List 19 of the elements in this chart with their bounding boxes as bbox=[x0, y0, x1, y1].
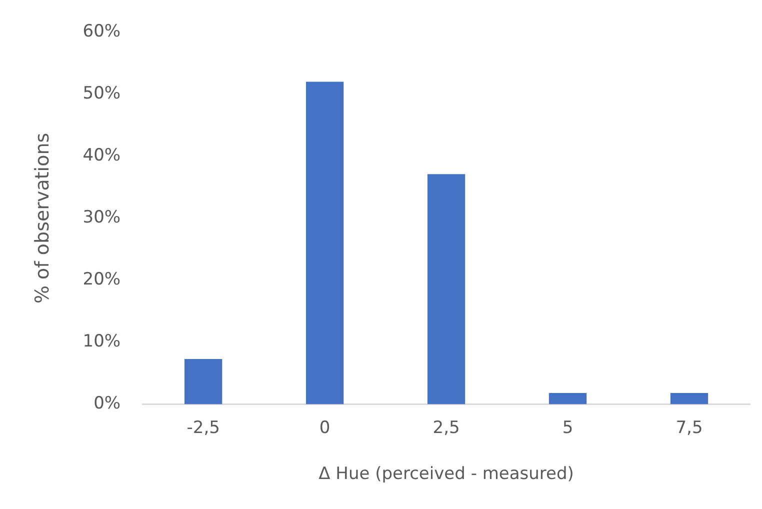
y-axis-title: % of observations bbox=[31, 132, 54, 304]
bar bbox=[306, 82, 344, 404]
y-tick-label: 0% bbox=[94, 394, 121, 414]
bar bbox=[427, 174, 466, 404]
bar bbox=[548, 393, 587, 404]
x-tick-label: 2,5 bbox=[432, 418, 460, 438]
y-tick-label: 40% bbox=[82, 146, 121, 166]
bar bbox=[670, 393, 708, 404]
x-tick-label: 7,5 bbox=[676, 418, 703, 438]
y-tick-label: 60% bbox=[82, 22, 121, 42]
y-tick-label: 30% bbox=[82, 208, 121, 228]
x-tick-label: 5 bbox=[562, 418, 574, 438]
y-tick-label: 20% bbox=[82, 270, 121, 290]
y-tick-label: 10% bbox=[82, 332, 121, 352]
y-tick-label: 50% bbox=[82, 84, 121, 104]
x-axis-title: Δ Hue (perceived - measured) bbox=[318, 464, 574, 484]
x-tick-label: -2,5 bbox=[186, 418, 220, 438]
bar bbox=[184, 358, 222, 404]
x-tick-label: 0 bbox=[319, 418, 330, 438]
